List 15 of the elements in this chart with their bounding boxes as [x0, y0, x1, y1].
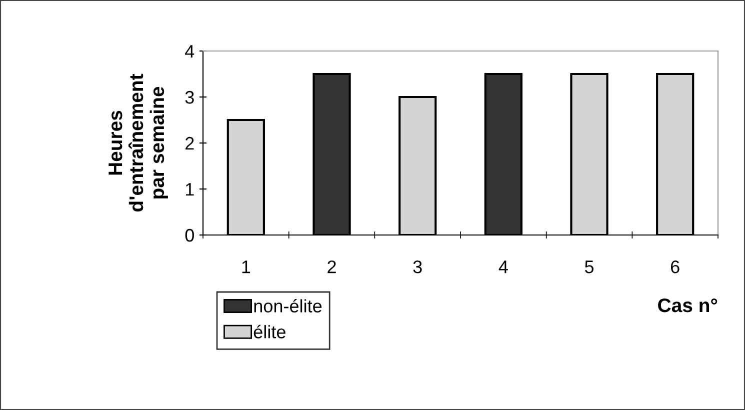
y-tick-label: 0 — [185, 228, 194, 242]
x-tick-label: 3 — [413, 260, 422, 274]
x-tick-label: 1 — [242, 260, 250, 274]
x-tick-label: 5 — [584, 260, 594, 274]
legend-label: élite — [254, 324, 286, 338]
legend-label: non-élite — [254, 299, 322, 312]
y-tick-label: 4 — [185, 45, 194, 58]
x-tick-label: 2 — [328, 260, 336, 274]
x-tick-label: 4 — [498, 260, 508, 274]
y-tick-label: 1 — [186, 183, 194, 196]
x-axis-title: Cas n° — [658, 298, 718, 312]
x-tick-label: 6 — [670, 260, 680, 274]
y-tick-label: 3 — [185, 90, 194, 104]
y-axis-title: Heures d'entraînement par semaine — [108, 74, 168, 212]
y-tick-label: 2 — [186, 136, 194, 150]
